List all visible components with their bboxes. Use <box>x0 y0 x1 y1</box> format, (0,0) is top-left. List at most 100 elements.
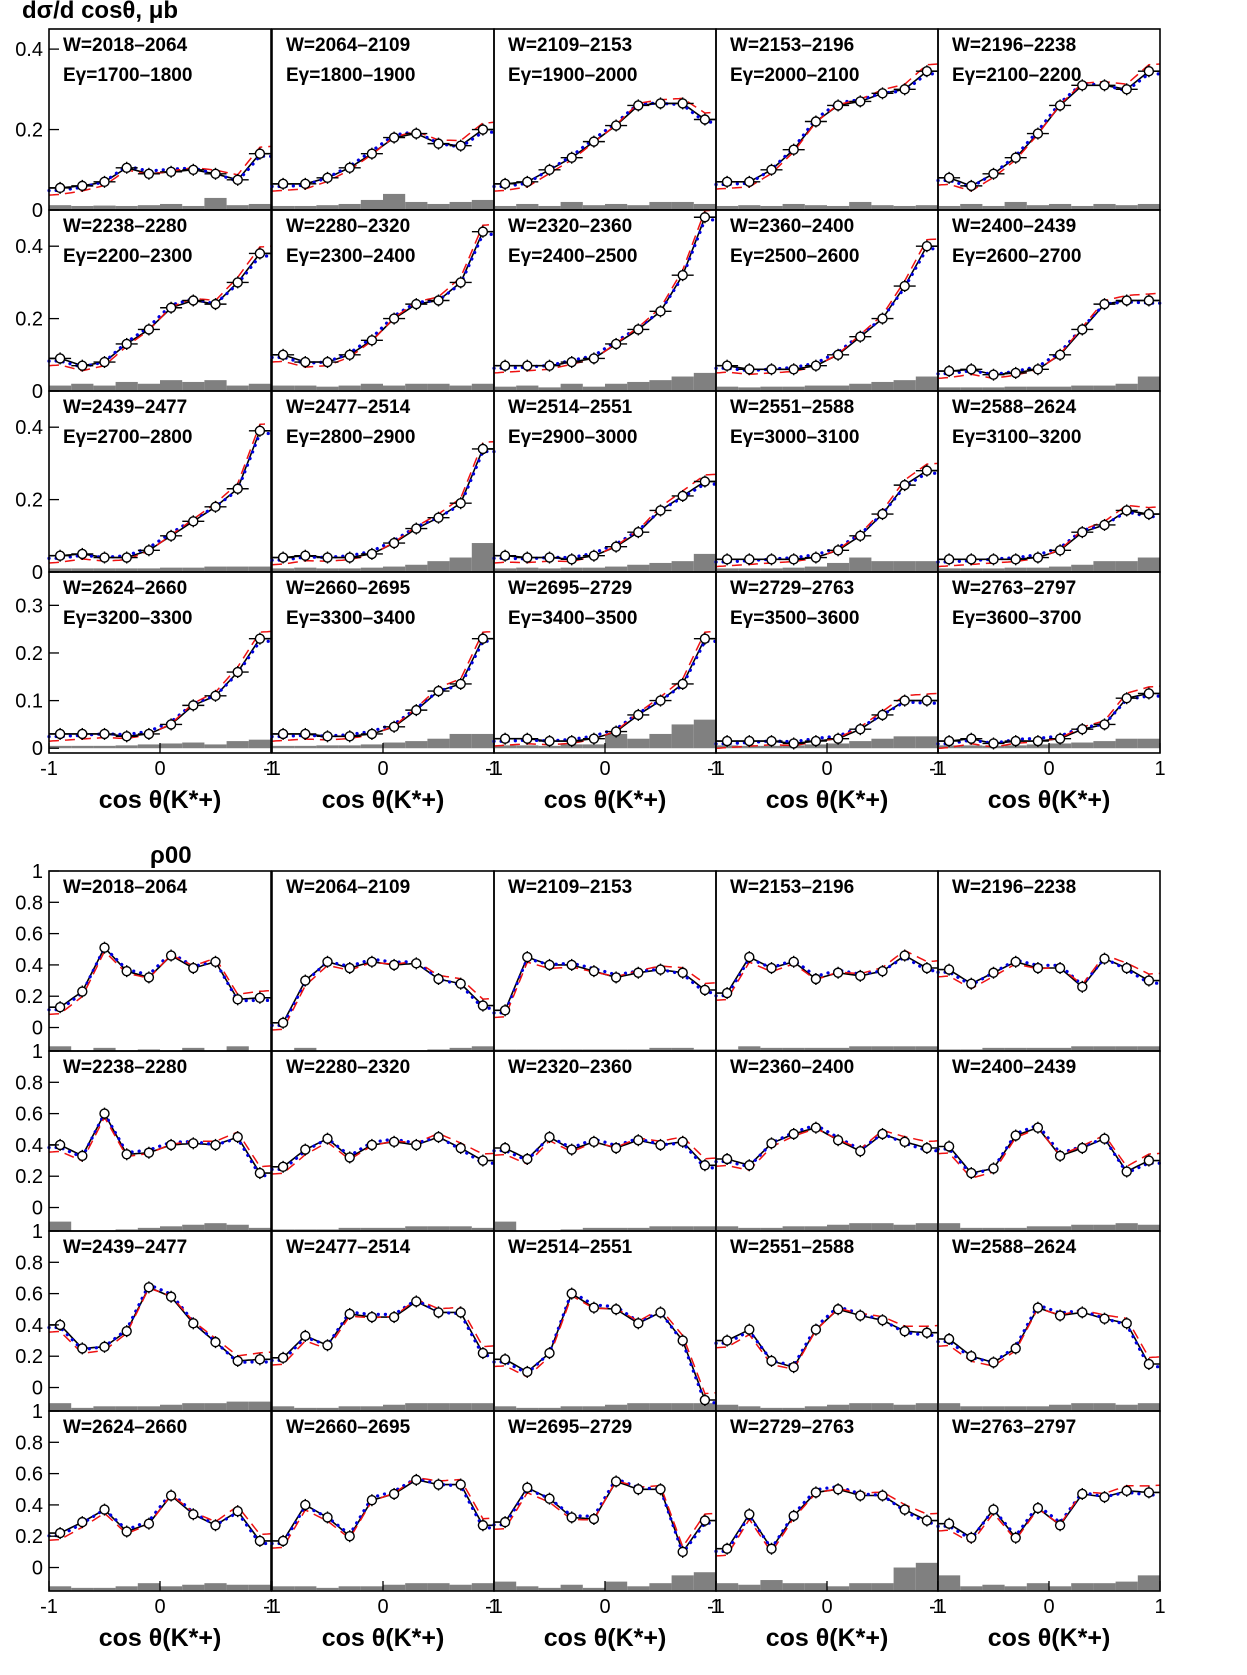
data-point <box>544 735 555 747</box>
systematic-bar <box>1026 205 1049 210</box>
systematic-bar <box>1004 1406 1027 1411</box>
x-tick-label: 0 <box>599 1596 610 1618</box>
data-point <box>588 353 600 364</box>
systematic-bar <box>671 724 694 749</box>
data-point <box>544 959 555 971</box>
chart-panel: W=2660–2695 -1 0 1 cos θ(K*+) <box>263 1410 500 1652</box>
data-point <box>477 1155 489 1166</box>
data-point <box>610 1304 622 1315</box>
systematic-bar <box>1071 1403 1094 1411</box>
data-point <box>1099 298 1110 310</box>
data-point <box>855 723 866 735</box>
data-point <box>121 965 132 977</box>
systematic-bar <box>538 205 561 210</box>
data-point <box>300 728 311 740</box>
data-point <box>121 1325 132 1337</box>
data-point <box>566 152 577 163</box>
panel-frame <box>48 1230 272 1412</box>
panel-e-label: Eγ=3200–3300 <box>63 608 192 629</box>
systematic-bar <box>360 1406 383 1411</box>
panel-e-label: Eγ=2400–2500 <box>508 246 637 267</box>
panel-w-label: W=2320–2360 <box>508 216 632 237</box>
data-point <box>721 176 733 188</box>
systematic-bar <box>427 1583 450 1591</box>
data-point <box>54 550 66 561</box>
data-point <box>433 685 444 697</box>
data-point <box>411 958 422 969</box>
systematic-bar <box>49 1046 72 1051</box>
data-point <box>254 1354 266 1365</box>
systematic-bar <box>383 193 406 210</box>
systematic-bar <box>1071 385 1094 391</box>
x-tick-label: 0 <box>154 1596 165 1618</box>
y-tick-label: 0.6 <box>15 1464 43 1486</box>
systematic-bar <box>893 1224 916 1231</box>
data-point <box>1121 295 1132 306</box>
data-point <box>633 526 644 538</box>
y-tick-label: 0.8 <box>15 1072 43 1094</box>
systematic-bar <box>427 383 450 391</box>
systematic-bar <box>938 1223 961 1231</box>
data-point <box>588 1302 600 1313</box>
panel-frame <box>271 1050 495 1232</box>
systematic-bar <box>471 1583 494 1591</box>
panel-e-label: Eγ=2000–2100 <box>730 65 859 86</box>
systematic-bar <box>226 1401 249 1411</box>
data-point <box>477 443 489 455</box>
data-point <box>766 364 777 375</box>
chart-panel: W=2660–2695 Eγ=3300–3400 -1 0 1 cos θ(K*+) <box>263 571 500 814</box>
systematic-bar <box>427 738 450 749</box>
chart-panel: W=2153–2196 <box>714 870 940 1052</box>
systematic-bar <box>649 1403 672 1411</box>
systematic-bar <box>782 1583 805 1591</box>
y-tick-label: 0 <box>32 1378 43 1400</box>
systematic-bar <box>1115 205 1138 210</box>
data-point <box>766 1138 777 1149</box>
data-point <box>610 1142 622 1154</box>
panel-frame <box>271 1230 495 1412</box>
data-point <box>566 356 577 368</box>
panel-frame <box>937 390 1161 573</box>
systematic-bar <box>627 1227 650 1231</box>
systematic-bar <box>716 386 739 391</box>
systematic-bar <box>1026 386 1049 391</box>
chart-panel: W=2196–2238 <box>936 870 1162 1052</box>
data-point <box>610 338 622 350</box>
systematic-bar <box>294 1407 317 1411</box>
systematic-bar <box>316 205 339 210</box>
data-point <box>99 942 110 953</box>
model-curve-dashed <box>271 1132 495 1175</box>
data-point <box>921 962 933 974</box>
data-point <box>699 114 711 125</box>
systematic-bar <box>226 205 249 210</box>
systematic-bar <box>871 381 894 391</box>
data-point <box>744 1509 755 1520</box>
data-point <box>254 425 266 437</box>
x-tick-label: 1 <box>488 758 499 780</box>
systematic-bar <box>605 203 628 210</box>
data-point <box>921 240 933 252</box>
data-point <box>388 313 400 324</box>
panel-w-label: W=2153–2196 <box>730 35 854 56</box>
data-point <box>810 1122 822 1133</box>
data-point <box>477 1520 489 1531</box>
systematic-bar <box>93 568 116 572</box>
data-point <box>943 1141 955 1152</box>
chart-panel: W=2477–2514 <box>270 1230 496 1412</box>
panel-w-label: W=2360–2400 <box>730 1057 854 1078</box>
data-point <box>210 298 221 310</box>
systematic-bar <box>360 1586 383 1591</box>
data-point <box>433 295 444 306</box>
data-point <box>322 1512 333 1523</box>
model-curve-solid <box>938 509 1160 561</box>
systematic-bar <box>405 201 428 210</box>
y-tick-label: 0.3 <box>15 595 43 617</box>
panel-w-label: W=2551–2588 <box>730 1237 854 1258</box>
systematic-bar <box>1115 1404 1138 1411</box>
data-point <box>1121 693 1132 704</box>
systematic-bar <box>1093 1046 1116 1051</box>
panel-w-label: W=2280–2320 <box>286 1057 410 1078</box>
systematic-bar <box>449 1226 472 1231</box>
x-axis-title: cos θ(K*+) <box>99 786 222 814</box>
